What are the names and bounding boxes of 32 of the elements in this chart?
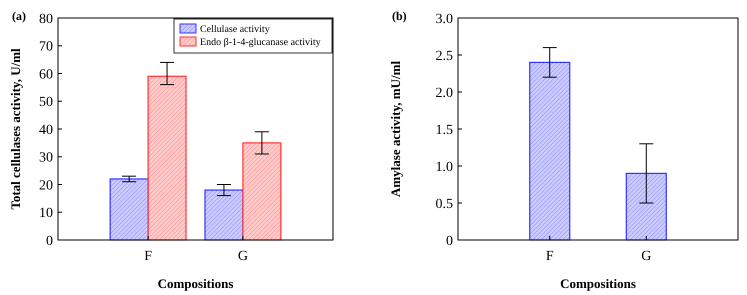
bar bbox=[110, 178, 149, 241]
y-tick-label: 70 bbox=[39, 40, 53, 55]
text: (a) bbox=[12, 9, 26, 23]
y-axis-title: Total cellulases activity, U/ml bbox=[8, 48, 23, 210]
legend-label: Endo β-1-4-glucanase activity bbox=[200, 37, 321, 48]
bar bbox=[147, 76, 187, 241]
chart-title: (b) bbox=[392, 9, 407, 23]
legend-label: Cellulase activity bbox=[200, 24, 270, 35]
y-tick-label: 3.0 bbox=[436, 12, 453, 27]
y-tick-label: 60 bbox=[39, 67, 53, 82]
x-tick-label: F bbox=[546, 249, 554, 264]
bar bbox=[204, 189, 244, 241]
y-tick-label: 20 bbox=[39, 178, 53, 194]
y-tick-label: 40 bbox=[39, 122, 53, 138]
x-axis-title: Compositions bbox=[158, 276, 234, 291]
x-tick-label: G bbox=[641, 249, 652, 264]
x-axis-title: Compositions bbox=[560, 276, 636, 291]
y-tick-label: 0 bbox=[46, 234, 53, 249]
y-tick-label: 10 bbox=[39, 206, 53, 222]
y-tick-label: 0 bbox=[446, 234, 453, 249]
bar bbox=[242, 142, 282, 241]
y-tick-label: 0.5 bbox=[436, 196, 453, 212]
y-tick-label: 2.0 bbox=[436, 86, 453, 101]
y-tick-label: 2.5 bbox=[436, 48, 453, 64]
y-tick-label: 50 bbox=[39, 95, 53, 110]
y-axis-title: Amylase activity, mU/ml bbox=[388, 60, 403, 198]
y-tick-label: 1.0 bbox=[436, 160, 453, 175]
y-tick-label: 1.5 bbox=[436, 122, 453, 138]
x-tick-label: G bbox=[238, 249, 248, 264]
y-tick-label: 30 bbox=[39, 150, 53, 166]
x-tick-label: F bbox=[144, 249, 152, 264]
y-tick-label: 80 bbox=[39, 12, 53, 27]
